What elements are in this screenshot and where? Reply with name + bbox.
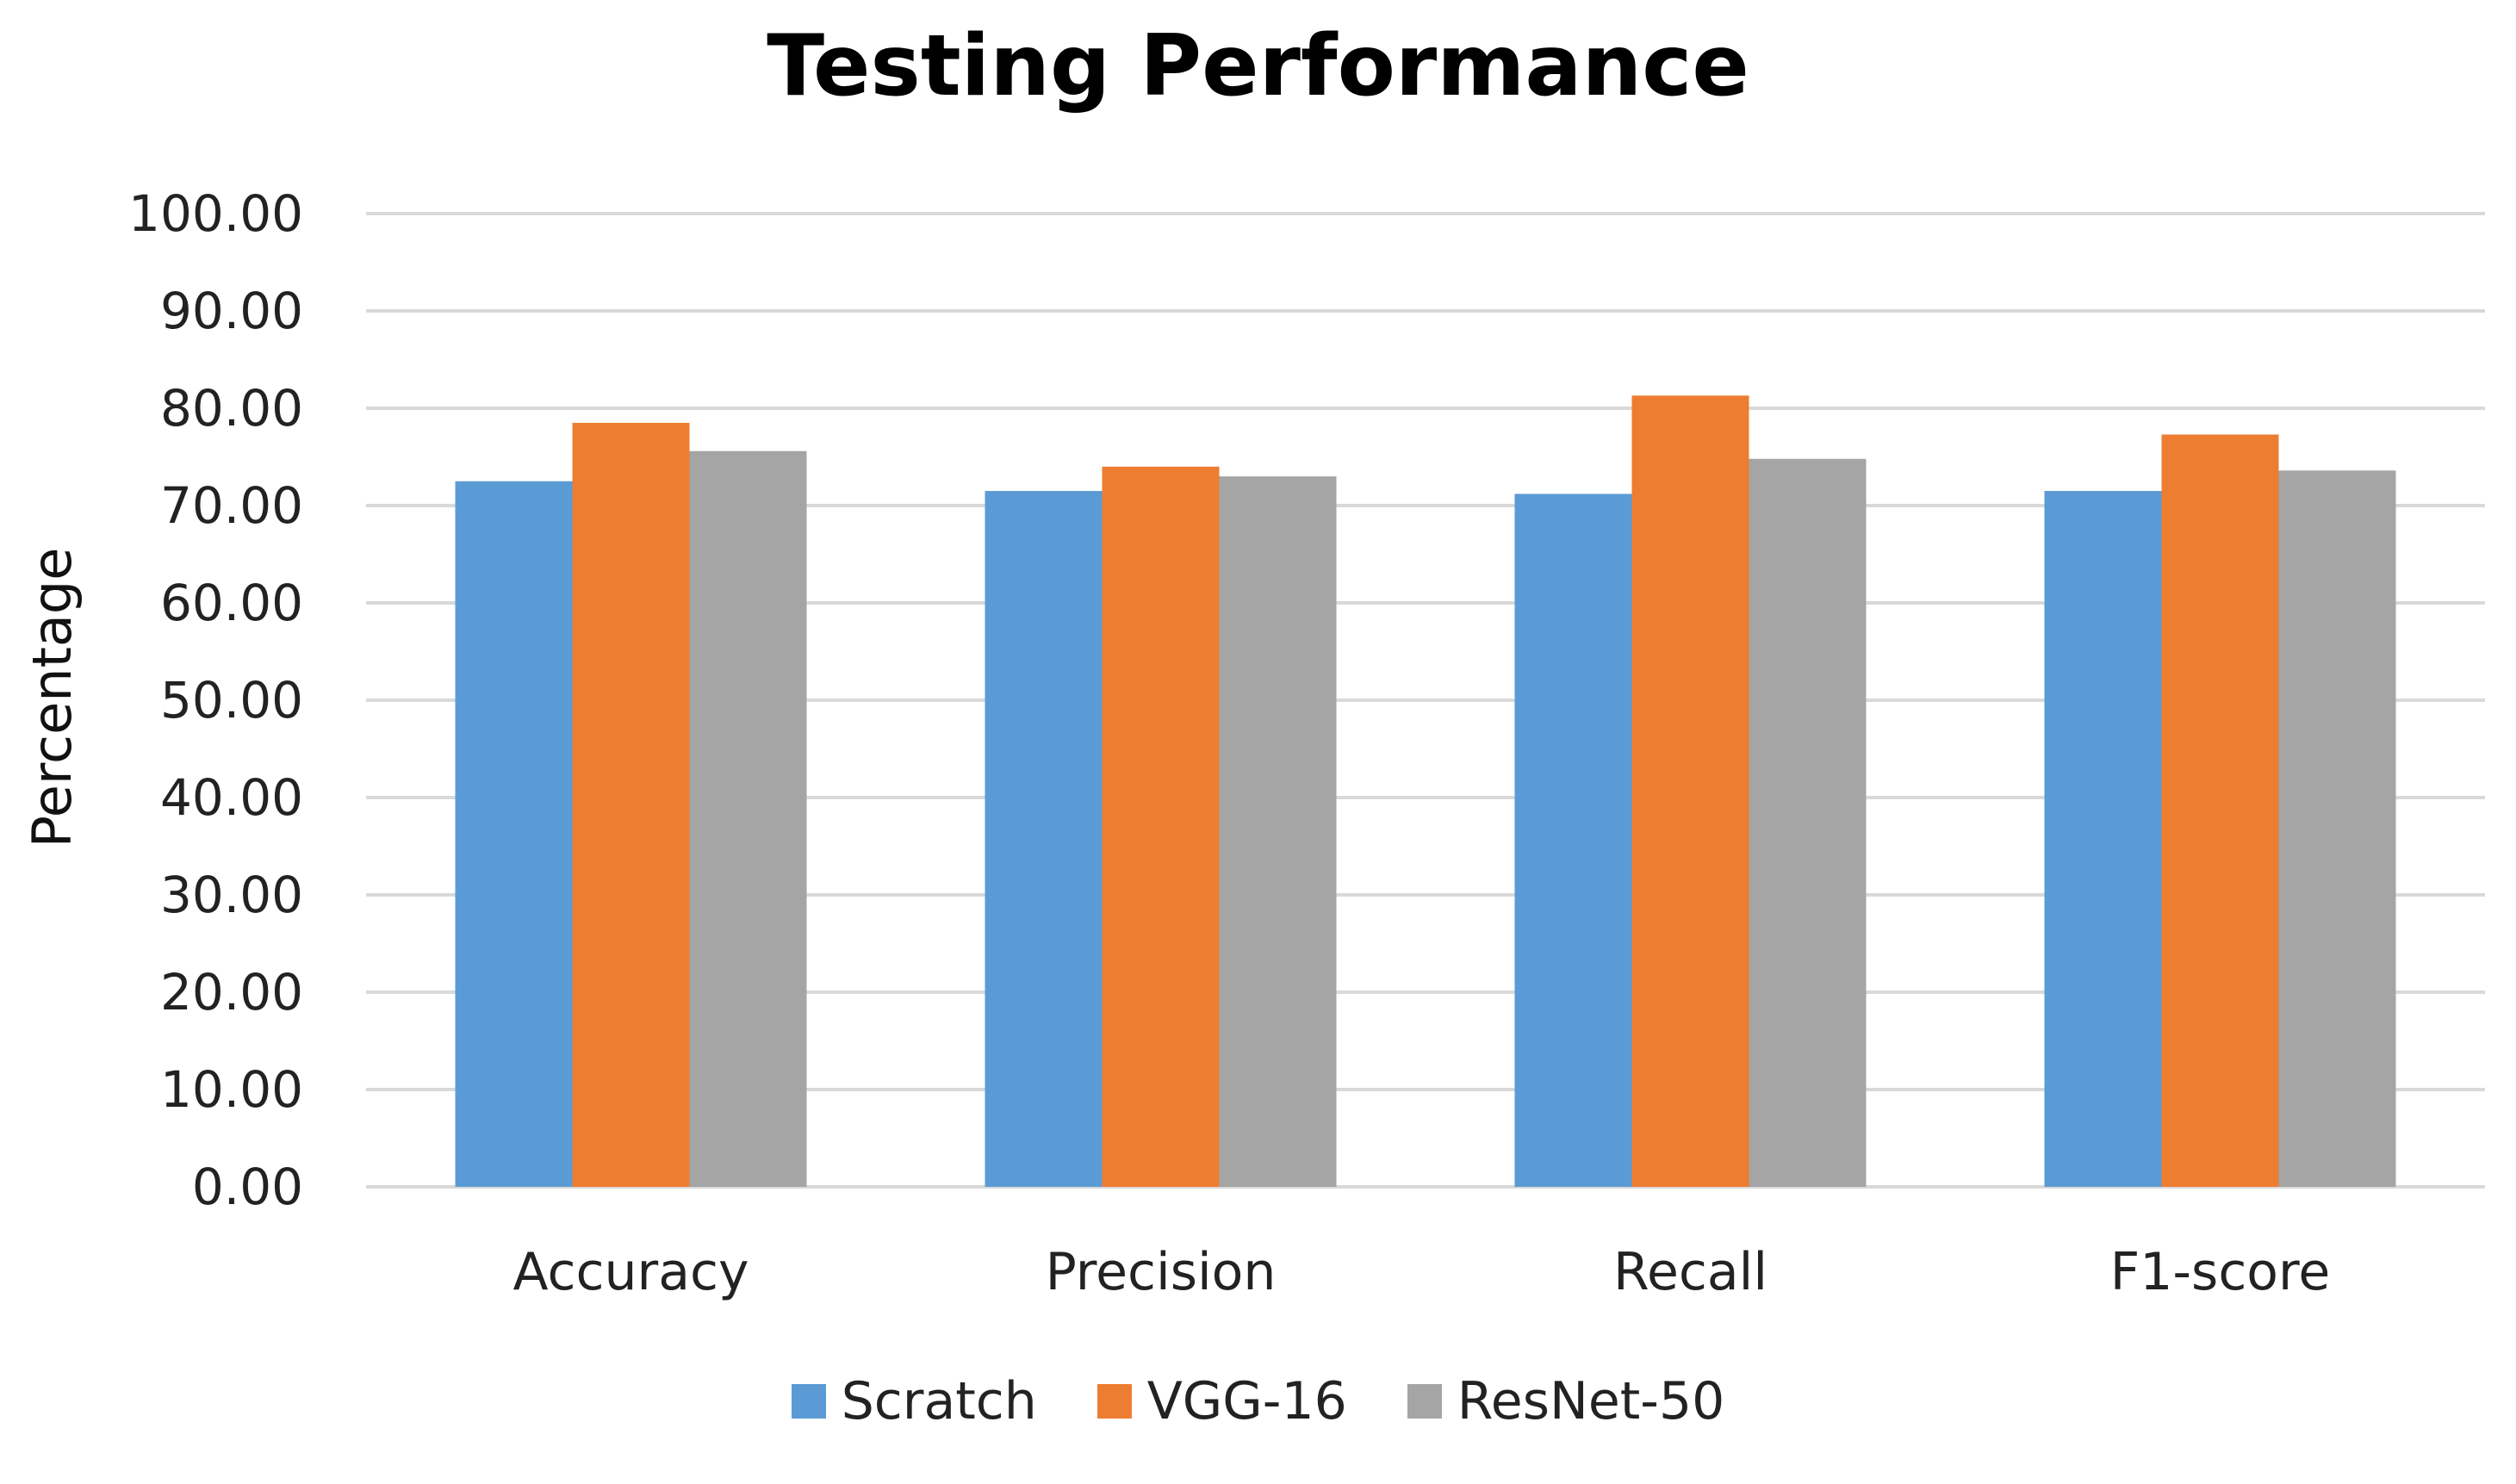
- category-label: Recall: [1613, 1242, 1767, 1302]
- bar-scratch-precision: [985, 491, 1103, 1187]
- bar-scratch-f1-score: [2044, 491, 2162, 1187]
- y-tick-label: 60.00: [160, 574, 303, 632]
- bar-scratch-recall: [1514, 494, 1632, 1187]
- bar-vgg-16-f1-score: [2161, 434, 2279, 1187]
- chart-title: Testing Performance: [767, 17, 1749, 115]
- bar-resnet-50-precision: [1219, 476, 1337, 1187]
- legend-label: Scratch: [841, 1371, 1037, 1431]
- y-tick-label: 80.00: [160, 379, 303, 438]
- legend: Scratch VGG-16 ResNet-50: [0, 1371, 2516, 1431]
- bar-vgg-16-accuracy: [572, 422, 690, 1187]
- y-axis-title: Percentage: [21, 548, 84, 848]
- y-tick-label: 0.00: [192, 1158, 303, 1216]
- category-labels: Accuracy Precision Recall F1-score: [513, 1242, 2331, 1302]
- legend-item: ResNet-50: [1407, 1371, 1725, 1431]
- y-tick-labels: 0.00 10.00 20.00 30.00 40.00 50.00 60.00 70.00 8…: [128, 184, 303, 1216]
- y-tick-label: 50.00: [160, 671, 303, 730]
- y-tick-label: 40.00: [160, 768, 303, 827]
- bar-resnet-50-f1-score: [2278, 470, 2396, 1187]
- legend-item: Scratch: [791, 1371, 1037, 1431]
- y-tick-label: 10.00: [160, 1060, 303, 1119]
- legend-swatch: [791, 1384, 826, 1419]
- bar-resnet-50-accuracy: [689, 450, 807, 1187]
- y-tick-label: 20.00: [160, 963, 303, 1021]
- bars: [455, 395, 2396, 1187]
- y-tick-label: 100.00: [128, 184, 303, 243]
- category-label: Accuracy: [513, 1242, 749, 1302]
- y-tick-label: 90.00: [160, 282, 303, 340]
- y-tick-label: 30.00: [160, 866, 303, 924]
- category-label: Precision: [1046, 1242, 1277, 1302]
- legend-label: ResNet-50: [1457, 1371, 1725, 1431]
- legend-item: VGG-16: [1096, 1371, 1347, 1431]
- bar-vgg-16-precision: [1102, 466, 1220, 1187]
- legend-swatch: [1096, 1384, 1132, 1419]
- legend-swatch: [1407, 1384, 1442, 1419]
- y-tick-label: 70.00: [160, 476, 303, 535]
- category-label: F1-score: [2110, 1242, 2331, 1302]
- bar-scratch-accuracy: [455, 481, 573, 1187]
- legend-label: VGG-16: [1146, 1371, 1347, 1431]
- bar-resnet-50-recall: [1749, 458, 1867, 1187]
- bar-vgg-16-recall: [1631, 395, 1749, 1187]
